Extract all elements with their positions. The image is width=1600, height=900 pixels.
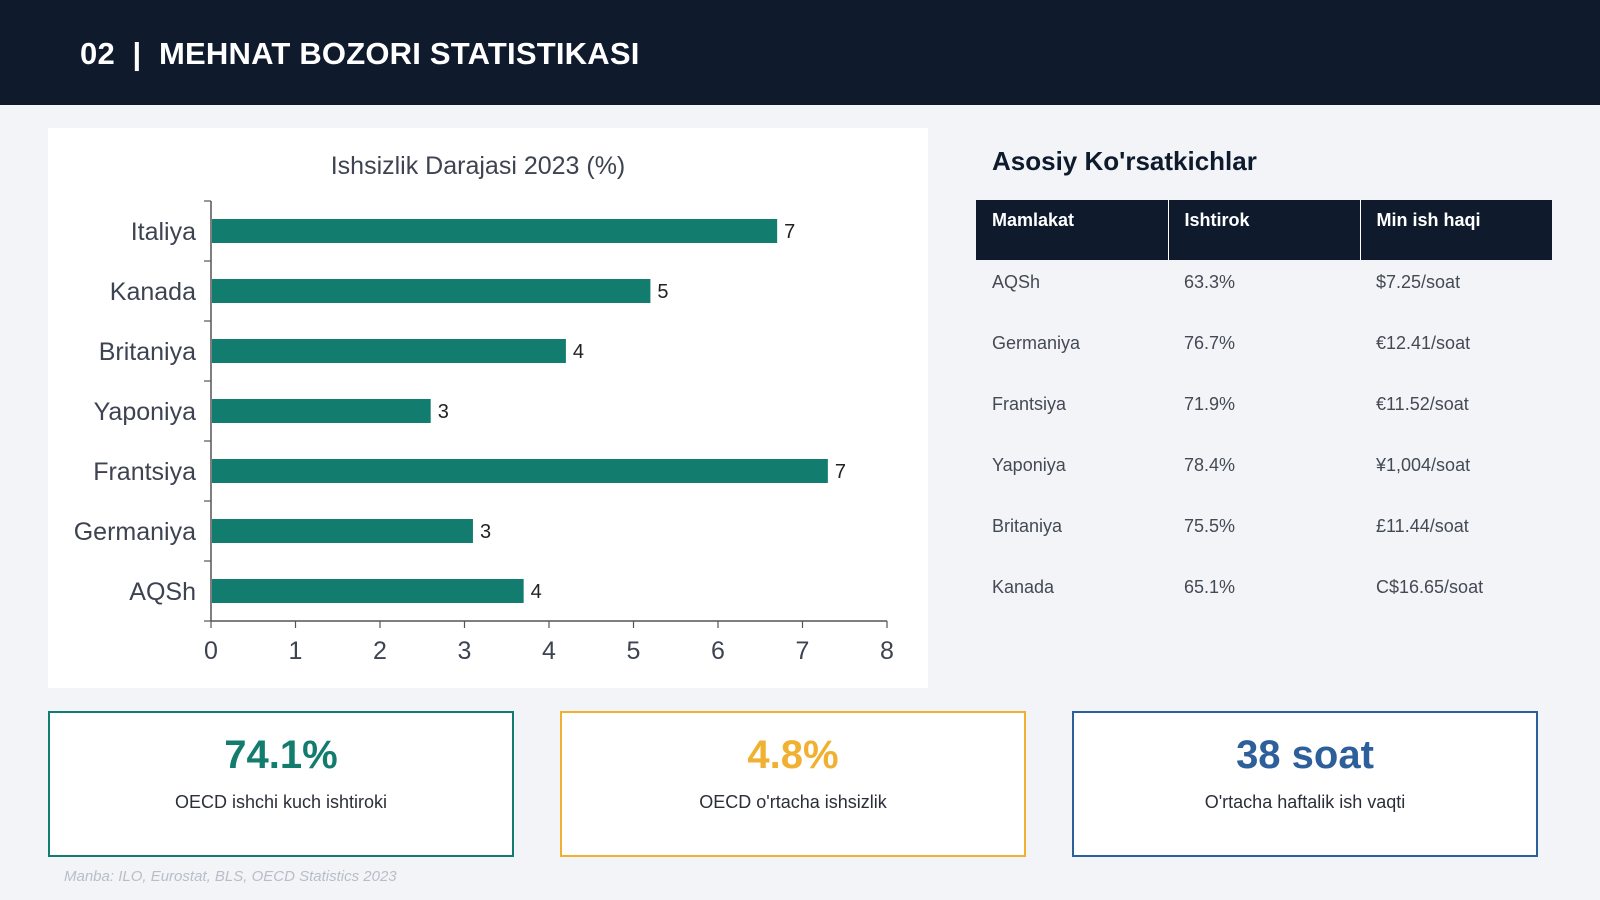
table-cell-country: Kanada [992, 577, 1055, 597]
table-row: Frantsiya 71.9% €11.52/soat [976, 382, 1552, 443]
x-tick-label: 7 [796, 637, 810, 665]
kpi-card-unemployment: 4.8% OECD o'rtacha ishsizlik [560, 711, 1026, 857]
table-cell-country: Frantsiya [992, 394, 1067, 414]
source-note: Manba: ILO, Eurostat, BLS, OECD Statisti… [64, 868, 397, 885]
y-tick-label: Britaniya [99, 338, 196, 366]
bar-britaniya [212, 339, 566, 363]
bar-kanada [212, 279, 651, 303]
chart-title: Ishsizlik Darajasi 2023 (%) [331, 152, 626, 180]
table-cell-participation: 76.7% [1184, 333, 1236, 353]
table-row: Yaponiya 78.4% ¥1,004/soat [976, 443, 1552, 504]
kpi-value: 74.1% [224, 733, 338, 777]
x-tick-label: 5 [627, 637, 641, 665]
x-tick-label: 4 [542, 637, 556, 665]
indicators-title: Asosiy Ko'rsatkichlar [992, 146, 1257, 176]
y-tick-label: Germaniya [74, 518, 196, 546]
bar-germaniya [212, 519, 473, 543]
y-tick-label: AQSh [129, 578, 196, 606]
table-cell-participation: 63.3% [1184, 272, 1236, 292]
data-label: 3 [480, 521, 491, 543]
table-cell-min-wage: €11.52/soat [1376, 394, 1469, 414]
table-cell-participation: 65.1% [1184, 577, 1236, 597]
table-row: Kanada 65.1% C$16.65/soat [976, 565, 1552, 626]
data-label: 5 [657, 281, 668, 303]
x-tick-label: 3 [458, 637, 472, 665]
y-tick-label: Italiya [131, 218, 196, 246]
table-cell-participation: 75.5% [1184, 516, 1236, 536]
table-cell-country: AQSh [992, 272, 1041, 292]
kpi-label: OECD o'rtacha ishsizlik [699, 792, 887, 812]
kpi-value: 4.8% [747, 733, 839, 777]
kpi-card-work-hours: 38 soat O'rtacha haftalik ish vaqti [1072, 711, 1538, 857]
data-label: 4 [531, 581, 542, 603]
data-label: 7 [784, 221, 795, 243]
x-tick-label: 2 [373, 637, 387, 665]
indicators-table: Mamlakat Ishtirok Min ish haqi AQSh 63.3… [976, 200, 1552, 626]
table-cell-country: Britaniya [992, 516, 1063, 536]
table-row: AQSh 63.3% $7.25/soat [976, 260, 1552, 321]
table-row: Germaniya 76.7% €12.41/soat [976, 321, 1552, 382]
table-cell-country: Germaniya [992, 333, 1081, 353]
x-tick-label: 0 [204, 637, 218, 665]
table-cell-min-wage: $7.25/soat [1376, 272, 1461, 292]
bar-frantsiya [212, 459, 828, 483]
data-label: 4 [573, 341, 584, 363]
unemployment-bar-chart: Ishsizlik Darajasi 2023 (%) Italiya 7 Kanad… [74, 152, 894, 665]
bar-yaponiya [212, 399, 431, 423]
kpi-value: 38 soat [1236, 733, 1374, 777]
data-label: 7 [835, 461, 846, 483]
bar-italiya [212, 219, 778, 243]
y-tick-label: Frantsiya [93, 458, 196, 486]
x-tick-label: 6 [711, 637, 725, 665]
table-header-row: Mamlakat Ishtirok Min ish haqi [976, 200, 1552, 260]
kpi-card-participation: 74.1% OECD ishchi kuch ishtiroki [48, 711, 514, 857]
x-tick-label: 8 [880, 637, 894, 665]
bar-aqsh [212, 579, 524, 603]
table-cell-participation: 71.9% [1184, 394, 1236, 414]
column-header-participation: Ishtirok [1167, 200, 1360, 260]
column-header-country: Mamlakat [976, 200, 1168, 260]
y-tick-label: Yaponiya [94, 398, 196, 426]
column-header-min-wage: Min ish haqi [1359, 200, 1552, 260]
table-cell-participation: 78.4% [1184, 455, 1236, 475]
chart-card: Ishsizlik Darajasi 2023 (%) Italiya 7 Kanad… [48, 128, 928, 688]
header-bar: 02 | MEHNAT BOZORI STATISTIKASI [0, 0, 1600, 105]
table-cell-min-wage: €12.41/soat [1376, 333, 1471, 353]
table-row: Britaniya 75.5% £11.44/soat [976, 504, 1552, 565]
page-title: 02 | MEHNAT BOZORI STATISTIKASI [80, 36, 640, 71]
table-cell-min-wage: ¥1,004/soat [1376, 455, 1471, 475]
x-tick-label: 1 [289, 637, 303, 665]
table-cell-min-wage: £11.44/soat [1376, 516, 1469, 536]
y-tick-label: Kanada [110, 278, 196, 306]
data-label: 3 [438, 401, 449, 423]
kpi-label: OECD ishchi kuch ishtiroki [174, 792, 388, 812]
table-cell-min-wage: C$16.65/soat [1376, 577, 1484, 597]
table-cell-country: Yaponiya [992, 455, 1066, 475]
kpi-label: O'rtacha haftalik ish vaqti [1204, 792, 1406, 812]
